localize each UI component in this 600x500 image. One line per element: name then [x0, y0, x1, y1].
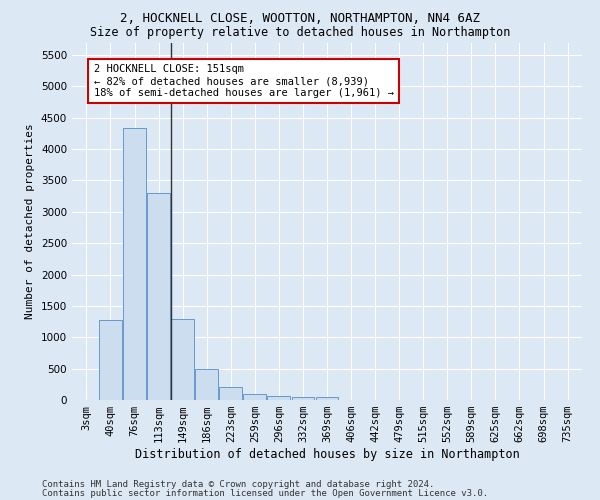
Bar	[220, 386, 242, 400]
Bar	[99, 320, 122, 400]
Text: 2 HOCKNELL CLOSE: 151sqm
← 82% of detached houses are smaller (8,939)
18% of sem: 2 HOCKNELL CLOSE: 151sqm ← 82% of detach…	[94, 64, 394, 98]
Bar	[268, 396, 290, 400]
Bar	[195, 370, 218, 400]
Bar	[123, 128, 146, 400]
Bar	[244, 394, 266, 400]
Bar	[147, 193, 170, 400]
Bar	[171, 319, 194, 400]
Y-axis label: Number of detached properties: Number of detached properties	[25, 124, 35, 319]
Text: Contains public sector information licensed under the Open Government Licence v3: Contains public sector information licen…	[42, 488, 488, 498]
Text: Size of property relative to detached houses in Northampton: Size of property relative to detached ho…	[90, 26, 510, 39]
Bar	[316, 396, 338, 400]
Bar	[292, 396, 314, 400]
Text: 2, HOCKNELL CLOSE, WOOTTON, NORTHAMPTON, NN4 6AZ: 2, HOCKNELL CLOSE, WOOTTON, NORTHAMPTON,…	[120, 12, 480, 26]
X-axis label: Distribution of detached houses by size in Northampton: Distribution of detached houses by size …	[134, 448, 520, 461]
Text: Contains HM Land Registry data © Crown copyright and database right 2024.: Contains HM Land Registry data © Crown c…	[42, 480, 434, 489]
